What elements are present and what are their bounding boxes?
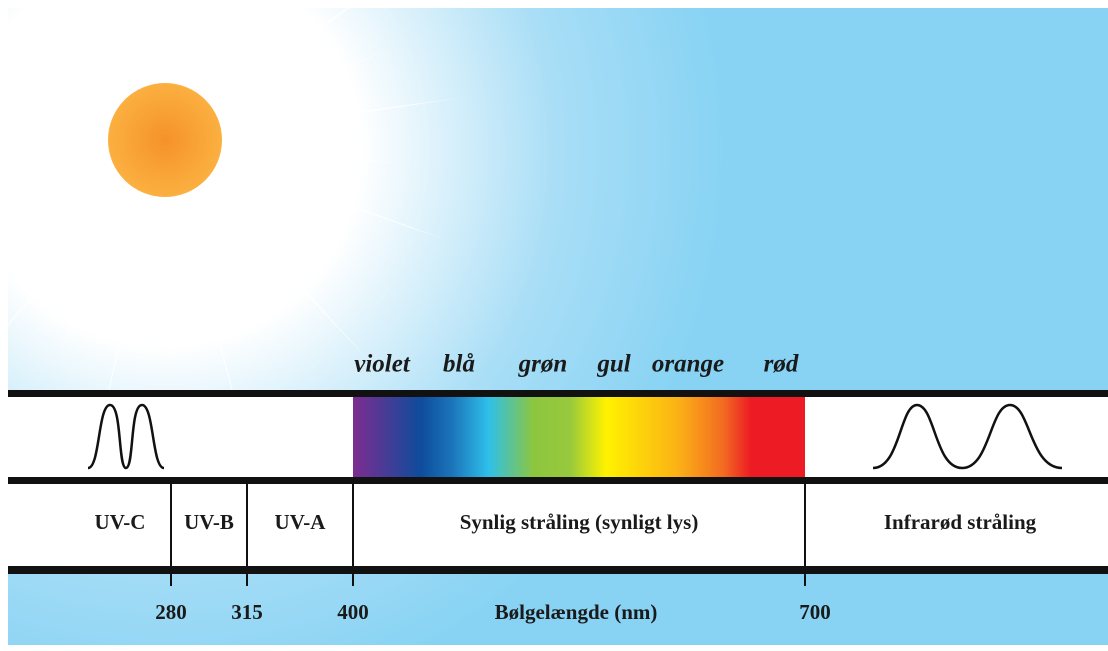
color-label: violet xyxy=(354,351,411,378)
sun xyxy=(108,83,222,197)
tick-label: 400 xyxy=(337,600,369,624)
tick-label: 700 xyxy=(799,600,831,624)
tick-label: 315 xyxy=(231,600,263,624)
band-line xyxy=(8,477,1108,484)
axis-label: Bølgelængde (nm) xyxy=(495,600,658,624)
color-label: gul xyxy=(596,351,630,378)
color-label: blå xyxy=(443,351,475,378)
visible-spectrum xyxy=(353,397,805,477)
region-label: UV-B xyxy=(184,510,234,534)
diagram: violet blå grøn gul orange rød UV-C UV-B UV-A Syn… xyxy=(0,0,1108,651)
band-line xyxy=(8,566,1108,574)
tick-label: 280 xyxy=(155,600,187,624)
region-label: UV-C xyxy=(95,510,146,534)
color-label: grøn xyxy=(518,351,568,378)
band-line xyxy=(8,390,1108,397)
region-label: Synlig stråling (synligt lys) xyxy=(460,510,699,534)
region-label: UV-A xyxy=(275,510,327,534)
color-label: orange xyxy=(652,351,724,378)
color-label: rød xyxy=(764,351,799,378)
region-label: Infrarød stråling xyxy=(884,510,1037,534)
